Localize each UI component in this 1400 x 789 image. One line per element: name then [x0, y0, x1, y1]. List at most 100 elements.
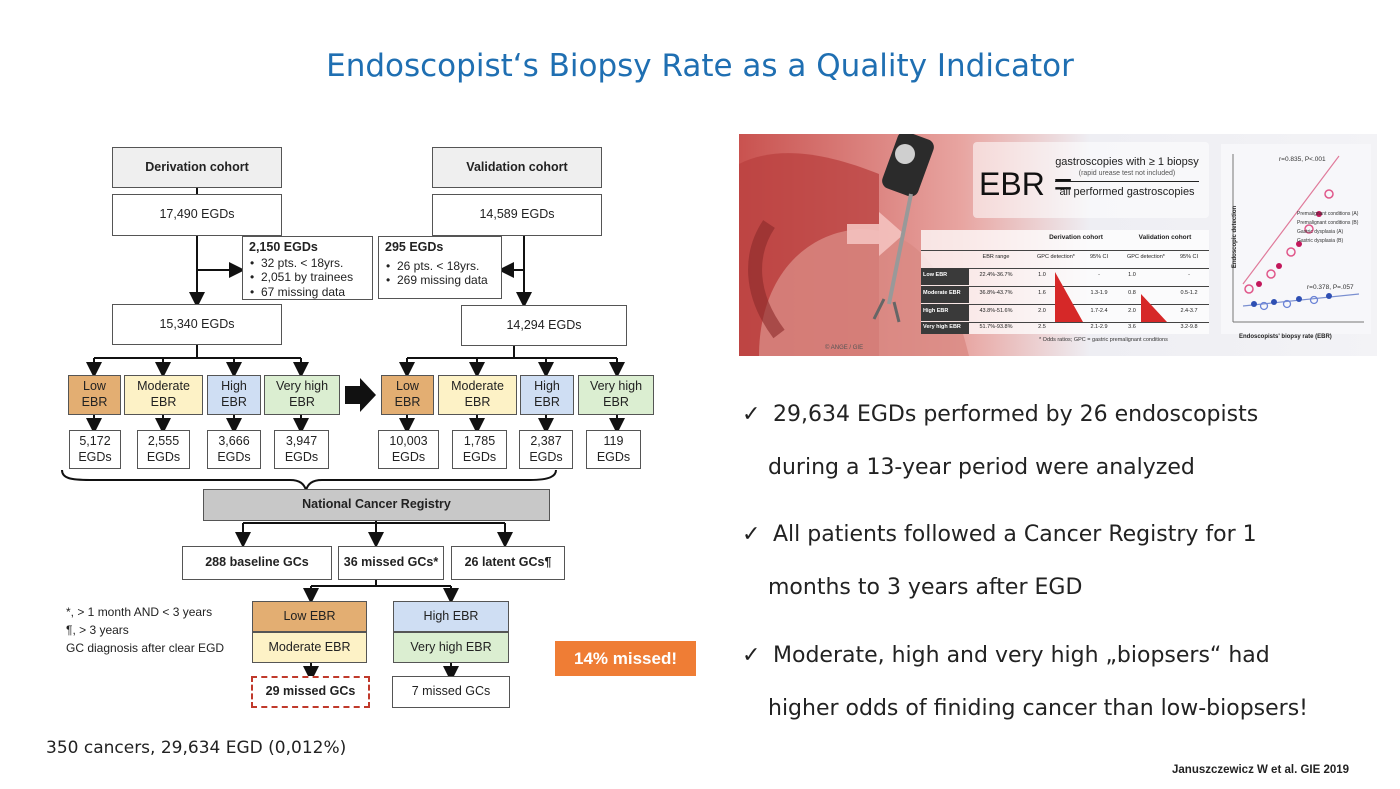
- missed-gcs: 36 missed GCs*: [338, 546, 444, 580]
- table-cell: -: [1188, 272, 1190, 278]
- scatter-legend-item: Gastric dysplasia (A): [1297, 229, 1344, 235]
- validation-low-count: 10,003 EGDs: [378, 430, 439, 469]
- derivation-moderate-count: 2,555 EGDs: [137, 430, 190, 469]
- slide-title: Endoscopist‘s Biopsy Rate as a Quality I…: [326, 48, 1074, 84]
- check-icon: ✓: [742, 643, 761, 668]
- scatter-stat-bottom: r=0.378, P=.057: [1307, 284, 1354, 291]
- scatter-stat-top: r=0.835, P<.001: [1279, 156, 1326, 163]
- table-cell: 51.7%-93.8%: [979, 324, 1013, 330]
- bullet-1-line-1: ✓ 29,634 EGDs performed by 26 endoscopis…: [742, 402, 1259, 427]
- validation-moderate-ebr: Moderate EBR: [438, 375, 517, 415]
- split-low-ebr: Low EBR: [252, 601, 367, 632]
- table-col: GPC detection*: [1127, 254, 1165, 260]
- scatter-ylabel: Endoscopic detection: [1232, 205, 1238, 269]
- validation-very-high-count: 119 EGDs: [586, 430, 641, 469]
- validation-excluded-title: 295 EGDs: [385, 240, 444, 254]
- derivation-excluded-item: 32 pts. < 18yrs.: [250, 256, 366, 271]
- derivation-total: 17,490 EGDs: [112, 194, 282, 236]
- table-group-derivation: Derivation cohort: [1049, 234, 1103, 241]
- split-moderate-ebr: Moderate EBR: [252, 632, 367, 663]
- table-cell: 1.0: [1038, 272, 1046, 278]
- ebr-illustration: [739, 134, 1377, 356]
- check-icon: ✓: [742, 522, 761, 547]
- ebr-formula-denominator: all performed gastroscopies: [1059, 186, 1195, 198]
- table-cell: 2.0: [1038, 308, 1046, 314]
- table-cell: 2.4-3.7: [1180, 308, 1198, 314]
- flowchart-legend: *, > 1 month AND < 3 years ¶, > 3 years …: [66, 603, 246, 657]
- table-cell: 3.2-9.8: [1180, 324, 1198, 330]
- derivation-low-count: 5,172 EGDs: [69, 430, 121, 469]
- derivation-very-high-ebr: Very high EBR: [264, 375, 340, 415]
- validation-cohort-header: Validation cohort: [432, 147, 602, 188]
- ebr-formula-lhs: EBR =: [979, 166, 1073, 202]
- table-col: 95% CI: [1179, 254, 1199, 260]
- missed-badge: 14% missed!: [555, 641, 696, 676]
- bullet-3-line-2: higher odds of finiding cancer than low-…: [768, 696, 1308, 721]
- derivation-very-high-count: 3,947 EGDs: [274, 430, 329, 469]
- ebr-formula-divider: [1055, 181, 1199, 182]
- legend-line: ¶, > 3 years: [66, 623, 129, 637]
- derivation-high-count: 3,666 EGDs: [207, 430, 261, 469]
- table-row-name: High EBR: [923, 308, 949, 314]
- bullet-3-line-1: ✓ Moderate, high and very high „biopsers…: [742, 643, 1270, 668]
- table-col: EBR range: [982, 254, 1010, 260]
- ebr-formula-note: (rapid urease test not included): [1078, 170, 1176, 177]
- split-very-high-ebr: Very high EBR: [393, 632, 509, 663]
- scatter-legend-item: Premalignant conditions (B): [1297, 220, 1359, 226]
- missed-gcs-left: 29 missed GCs: [251, 676, 370, 708]
- scatter-legend-item: Premalignant conditions (A): [1297, 211, 1359, 217]
- flowchart-connectors: [61, 188, 625, 682]
- baseline-gcs: 288 baseline GCs: [182, 546, 332, 580]
- table-cell: 3.6: [1128, 324, 1136, 330]
- validation-very-high-ebr: Very high EBR: [578, 375, 654, 415]
- validation-excluded: 295 EGDs 26 pts. < 18yrs. 269 missing da…: [378, 236, 502, 299]
- table-note: * Odds ratios; GPC = gastric premalignan…: [1039, 337, 1168, 343]
- table-cell: 1.7-2.4: [1090, 308, 1108, 314]
- table-cell: 0.5-1.2: [1180, 290, 1198, 296]
- bullet-2-line-1: ✓ All patients followed a Cancer Registr…: [742, 522, 1257, 547]
- table-cell: -: [1098, 272, 1100, 278]
- bullet-1-line-2: during a 13-year period were analyzed: [768, 455, 1195, 480]
- validation-low-ebr: Low EBR: [381, 375, 434, 415]
- derivation-moderate-ebr: Moderate EBR: [124, 375, 203, 415]
- table-cell: 1.0: [1128, 272, 1136, 278]
- validation-included: 14,294 EGDs: [461, 305, 627, 346]
- derivation-included: 15,340 EGDs: [112, 304, 282, 345]
- citation: Januszczewicz W et al. GIE 2019: [1172, 764, 1350, 776]
- derivation-cohort-header: Derivation cohort: [112, 147, 282, 188]
- footer-stat: 350 cancers, 29,634 EGD (0,012%): [46, 738, 347, 758]
- scatter-xlabel: Endoscopists' biopsy rate (EBR): [1239, 334, 1332, 340]
- table-cell: 2.0: [1128, 308, 1136, 314]
- derivation-excluded-item: 2,051 by trainees: [250, 270, 366, 285]
- legend-line: *, > 1 month AND < 3 years: [66, 605, 213, 619]
- derivation-high-ebr: High EBR: [207, 375, 261, 415]
- derivation-low-ebr: Low EBR: [68, 375, 121, 415]
- split-high-ebr: High EBR: [393, 601, 509, 632]
- derivation-excluded-title: 2,150 EGDs: [249, 240, 318, 254]
- table-row-name: Low EBR: [923, 272, 948, 278]
- table-row-name: Moderate EBR: [923, 290, 961, 296]
- table-cell: 2.5: [1038, 324, 1046, 330]
- legend-line: GC diagnosis after clear EGD: [66, 641, 225, 655]
- table-cell: 36.8%-43.7%: [979, 290, 1013, 296]
- validation-moderate-count: 1,785 EGDs: [452, 430, 507, 469]
- ebr-formula-numerator: gastroscopies with ≥ 1 biopsy: [1055, 156, 1199, 168]
- scatter-legend-item: Gastric dysplasia (B): [1297, 238, 1344, 244]
- image-credit: © ANGE / GIE: [825, 345, 864, 351]
- table-cell: 22.4%-36.7%: [979, 272, 1013, 278]
- table-row-name: Very high EBR: [923, 324, 961, 330]
- table-cell: 0.8: [1128, 290, 1136, 296]
- table-cell: 43.8%-51.6%: [979, 308, 1013, 314]
- derivation-excluded: 2,150 EGDs 32 pts. < 18yrs. 2,051 by tra…: [242, 236, 373, 300]
- validation-total: 14,589 EGDs: [432, 194, 602, 236]
- validation-excluded-item: 269 missing data: [386, 273, 495, 288]
- national-cancer-registry: National Cancer Registry: [203, 489, 550, 521]
- table-col: GPC detection*: [1037, 254, 1075, 260]
- check-icon: ✓: [742, 402, 761, 427]
- validation-excluded-item: 26 pts. < 18yrs.: [386, 259, 495, 274]
- derivation-excluded-item: 67 missing data: [250, 285, 366, 300]
- validation-high-count: 2,387 EGDs: [519, 430, 573, 469]
- table-group-validation: Validation cohort: [1138, 234, 1192, 241]
- validation-high-ebr: High EBR: [520, 375, 574, 415]
- table-col: 95% CI: [1089, 254, 1109, 260]
